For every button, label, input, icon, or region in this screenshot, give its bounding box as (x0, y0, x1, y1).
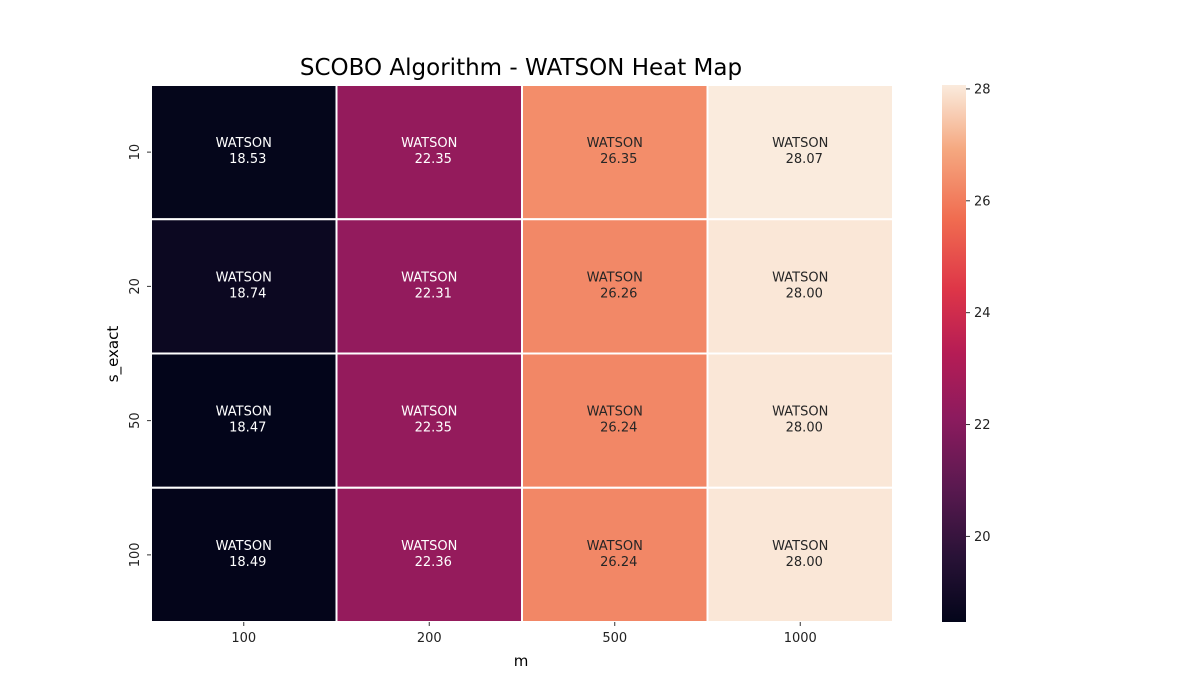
y-tick-label: 10 (128, 144, 143, 161)
cell-label-value: 26.35 (600, 152, 637, 167)
colorbar-tick-label: 22 (974, 418, 991, 433)
cell-label-name: WATSON (587, 539, 643, 554)
y-tick-label: 100 (128, 542, 143, 567)
cell-label-value: 22.31 (415, 286, 452, 301)
cell-label-value: 22.35 (415, 421, 452, 436)
cell-label-value: 18.47 (229, 421, 266, 436)
heatmap-cell (706, 486, 894, 623)
x-axis-label: m (514, 652, 529, 670)
colorbar-tick-label: 26 (974, 194, 991, 209)
heatmap-cell (706, 84, 894, 221)
cell-label-name: WATSON (587, 136, 643, 151)
x-tick-labels: 100 200 500 1000 (231, 622, 817, 646)
cell-label-name: WATSON (401, 136, 457, 151)
chart-title: SCOBO Algorithm - WATSON Heat Map (300, 55, 742, 81)
cell-label-value: 28.00 (786, 421, 823, 436)
heatmap-cell (335, 84, 523, 221)
y-tick-label: 20 (128, 278, 143, 295)
x-tick-label: 1000 (784, 631, 817, 646)
heatmap-cell (150, 84, 338, 221)
heatmap-cell (150, 218, 338, 355)
cell-label-value: 28.00 (786, 555, 823, 570)
cell-label-name: WATSON (216, 539, 272, 554)
colorbar-tick-label: 24 (974, 306, 991, 321)
cell-label-value: 28.07 (786, 152, 823, 167)
cell-label-name: WATSON (772, 405, 828, 420)
cell-label-value: 28.00 (786, 286, 823, 301)
heatmap-cell (335, 218, 523, 355)
x-tick-label: 200 (417, 631, 442, 646)
cell-label-name: WATSON (587, 270, 643, 285)
colorbar (942, 85, 966, 622)
colorbar-tick-label: 20 (974, 530, 991, 545)
cell-label-name: WATSON (772, 136, 828, 151)
heatmap-cell (150, 486, 338, 623)
heatmap-cell (335, 352, 523, 489)
heatmap-cell (335, 486, 523, 623)
y-axis-label: s_exact (104, 326, 123, 383)
heatmap-cell (521, 84, 709, 221)
cell-label-value: 26.24 (600, 555, 637, 570)
x-tick-label: 500 (602, 631, 627, 646)
colorbar-ticks: 20 22 24 26 28 (966, 82, 991, 545)
cell-label-value: 26.24 (600, 421, 637, 436)
cell-label-name: WATSON (216, 405, 272, 420)
cell-label-value: 18.74 (229, 286, 266, 301)
cell-label-name: WATSON (401, 405, 457, 420)
cell-label-name: WATSON (401, 270, 457, 285)
x-tick-label: 100 (231, 631, 256, 646)
cell-label-value: 22.36 (415, 555, 452, 570)
cell-label-name: WATSON (772, 270, 828, 285)
heatmap-cell (706, 352, 894, 489)
cell-label-name: WATSON (216, 270, 272, 285)
y-tick-label: 50 (128, 412, 143, 429)
heatmap-cells: WATSON18.53WATSON22.35WATSON26.35WATSON2… (150, 84, 894, 623)
cell-label-value: 26.26 (600, 286, 637, 301)
colorbar-tick-label: 28 (974, 82, 991, 97)
y-tick-labels: 10 20 50 100 (128, 144, 151, 567)
cell-label-value: 18.49 (229, 555, 266, 570)
cell-label-name: WATSON (401, 539, 457, 554)
heatmap-cell (706, 218, 894, 355)
cell-label-name: WATSON (216, 136, 272, 151)
cell-label-value: 22.35 (415, 152, 452, 167)
cell-label-name: WATSON (587, 405, 643, 420)
cell-label-name: WATSON (772, 539, 828, 554)
cell-label-value: 18.53 (229, 152, 266, 167)
